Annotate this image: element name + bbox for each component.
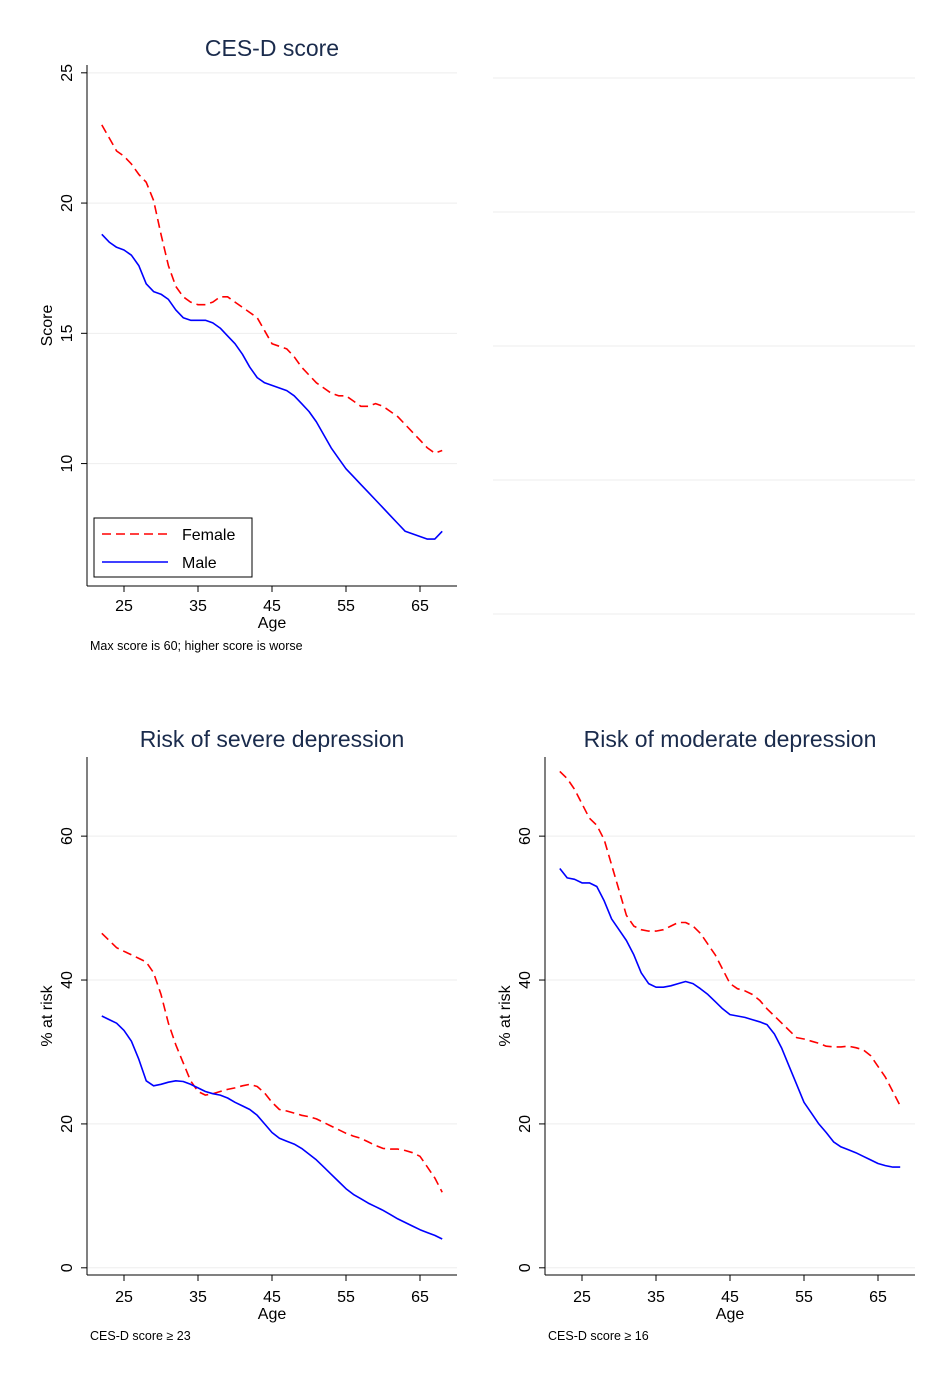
- x-tick-label: 55: [337, 1289, 355, 1306]
- chart-title: CES-D score: [205, 35, 339, 61]
- x-tick-label: 35: [189, 1289, 207, 1306]
- y-tick-label: 25: [59, 64, 76, 82]
- x-tick-label: 35: [189, 598, 207, 615]
- y-tick-label: 20: [59, 1115, 76, 1133]
- chart-title: Risk of moderate depression: [584, 726, 877, 752]
- chart-title: Risk of severe depression: [140, 726, 405, 752]
- y-axis-label: Score: [39, 305, 56, 347]
- x-tick-label: 55: [337, 598, 355, 615]
- y-tick-label: 20: [517, 1115, 534, 1133]
- empty-panel: [493, 77, 915, 615]
- y-tick-label: 40: [517, 971, 534, 989]
- legend-box: [93, 517, 253, 578]
- chart-panel-cesd-score: 10 15 20 25 25 35 45 55 65 CES-D score Age Score Max…: [39, 35, 457, 653]
- chart-panel-severe-depression: 0 20 40 60 25 35 45 55 65 Risk of severe depressi…: [39, 726, 457, 1343]
- chart-panel-moderate-depression: 0 20 40 60 25 35 45 55 65 Risk of moderate depres…: [497, 726, 915, 1343]
- x-tick-label: 35: [647, 1289, 665, 1306]
- y-tick-label: 10: [59, 455, 76, 473]
- x-tick-label: 45: [263, 1289, 281, 1306]
- x-tick-label: 65: [411, 1289, 429, 1306]
- x-tick-label: 25: [115, 1289, 133, 1306]
- y-tick-label: 60: [517, 827, 534, 845]
- x-tick-label: 45: [721, 1289, 739, 1306]
- x-tick-label: 55: [795, 1289, 813, 1306]
- x-axis-label: Age: [258, 1306, 287, 1323]
- x-axis-label: Age: [716, 1306, 745, 1323]
- series-line-male: [559, 868, 901, 1168]
- y-tick-label: 60: [59, 827, 76, 845]
- x-tick-label: 65: [869, 1289, 887, 1306]
- y-tick-label: 20: [59, 194, 76, 212]
- chart-note: CES-D score ≥ 23: [90, 1329, 191, 1343]
- x-axis-label: Age: [258, 615, 287, 632]
- y-tick-label: 40: [59, 971, 76, 989]
- x-tick-label: 65: [411, 598, 429, 615]
- y-axis-label: % at risk: [39, 984, 56, 1046]
- y-tick-label: 0: [59, 1263, 76, 1272]
- y-axis-label: % at risk: [497, 984, 514, 1046]
- chart-note: Max score is 60; higher score is worse: [90, 639, 303, 653]
- legend-label-female: Female: [182, 527, 235, 544]
- series-line-male: [101, 1015, 443, 1240]
- series-line-female: [559, 770, 901, 1107]
- y-tick-label: 0: [517, 1263, 534, 1272]
- series-line-male: [101, 233, 443, 540]
- x-tick-label: 25: [115, 598, 133, 615]
- x-tick-label: 45: [263, 598, 281, 615]
- chart-legend: Female Male: [93, 517, 253, 578]
- series-line-female: [101, 124, 443, 454]
- legend-label-male: Male: [182, 555, 217, 572]
- y-tick-label: 15: [59, 324, 76, 342]
- chart-note: CES-D score ≥ 16: [548, 1329, 649, 1343]
- x-tick-label: 25: [573, 1289, 591, 1306]
